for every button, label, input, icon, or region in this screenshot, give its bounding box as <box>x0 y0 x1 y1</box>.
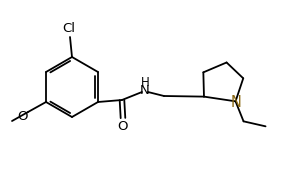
Text: Cl: Cl <box>62 22 75 36</box>
Text: H: H <box>140 75 149 89</box>
Text: O: O <box>17 111 27 123</box>
Text: N: N <box>231 95 242 110</box>
Text: N: N <box>140 84 150 97</box>
Text: O: O <box>118 119 128 132</box>
